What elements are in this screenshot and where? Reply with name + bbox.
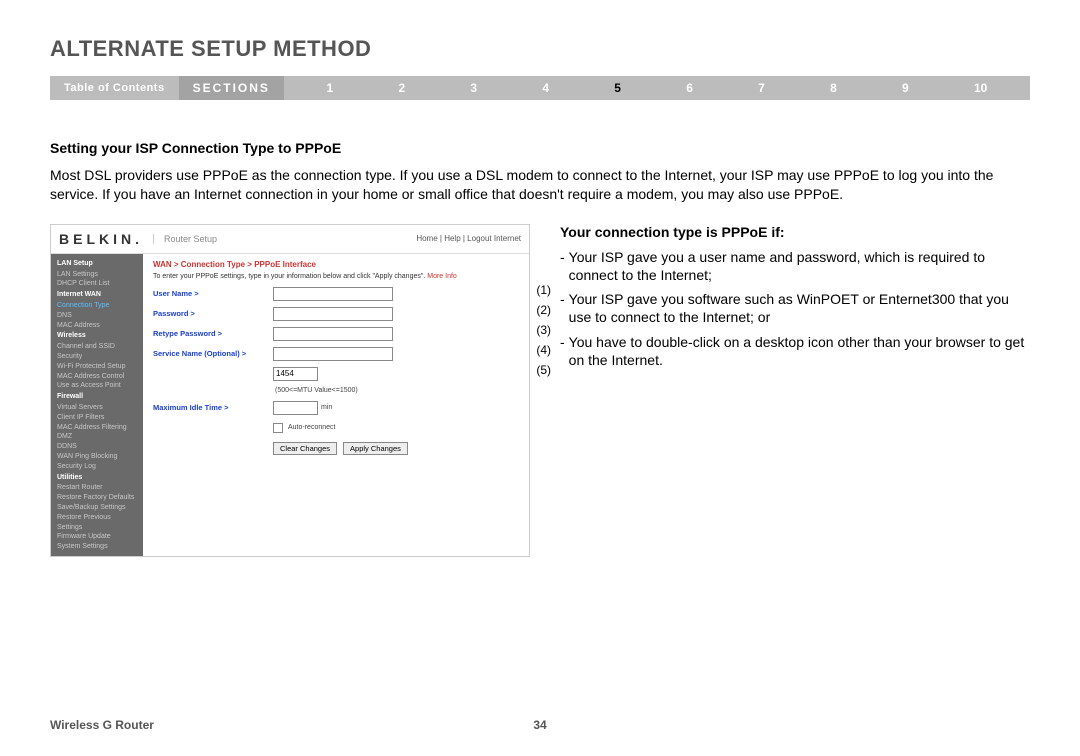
callout: (1) [536, 282, 551, 298]
sidebar-item[interactable]: WAN Ping Blocking [51, 452, 143, 462]
retype-password-label: Retype Password > [153, 329, 273, 338]
auto-reconnect-label: Auto-reconnect [288, 424, 335, 431]
nav-num-7[interactable]: 7 [758, 81, 765, 95]
idle-time-label: Maximum Idle Time > [153, 403, 273, 412]
right-heading: Your connection type is PPPoE if: [560, 224, 1030, 240]
sidebar-item[interactable]: Save/Backup Settings [51, 503, 143, 513]
mtu-note: (500<=MTU Value<=1500) [275, 387, 358, 394]
nav-numbers: 1 2 3 4 5 6 7 8 9 10 [284, 81, 1030, 95]
service-name-label: Service Name (Optional) > [153, 349, 273, 358]
mtu-input[interactable] [273, 367, 318, 381]
sidebar-item[interactable]: MAC Address Control [51, 372, 143, 382]
page-number: 34 [533, 718, 546, 732]
belkin-logo: BELKIN. [59, 231, 143, 247]
nav-num-5[interactable]: 5 [614, 81, 621, 95]
list-item: Your ISP gave you software such as WinPO… [569, 290, 1030, 326]
nav-num-1[interactable]: 1 [327, 81, 334, 95]
service-name-input[interactable] [273, 347, 393, 361]
instructions: To enter your PPPoE settings, type in yo… [153, 273, 519, 280]
username-input[interactable] [273, 287, 393, 301]
password-input[interactable] [273, 307, 393, 321]
sidebar-item[interactable]: Connection Type [51, 301, 143, 311]
sidebar-item[interactable]: Firewall [51, 391, 143, 403]
section-nav: Table of Contents SECTIONS 1 2 3 4 5 6 7 8 9 10 [50, 76, 1030, 100]
sidebar-item[interactable]: DDNS [51, 442, 143, 452]
callout: (2) [536, 302, 551, 318]
main-panel: WAN > Connection Type > PPPoE Interface … [143, 254, 529, 556]
more-info-link[interactable]: More Info [427, 273, 457, 280]
header-links[interactable]: Home | Help | Logout Internet [416, 234, 521, 243]
sidebar-item[interactable]: Security [51, 352, 143, 362]
sidebar-item[interactable]: MAC Address [51, 321, 143, 331]
callout: (4) [536, 342, 551, 358]
password-label: Password > [153, 309, 273, 318]
sidebar-item[interactable]: DNS [51, 311, 143, 321]
footer-product: Wireless G Router [50, 718, 154, 732]
footer: Wireless G Router 34 [50, 718, 1030, 732]
nav-num-3[interactable]: 3 [470, 81, 477, 95]
sidebar-item[interactable]: Restart Router [51, 483, 143, 493]
sidebar-item[interactable]: Internet WAN [51, 289, 143, 301]
sidebar-item[interactable]: Wi-Fi Protected Setup [51, 362, 143, 372]
sidebar-item[interactable]: Utilities [51, 472, 143, 484]
sidebar-item[interactable]: DMZ [51, 432, 143, 442]
sidebar-item[interactable]: Firmware Update [51, 532, 143, 542]
sidebar-item[interactable]: Virtual Servers [51, 403, 143, 413]
page-title: ALTERNATE SETUP METHOD [50, 36, 1030, 62]
sidebar-item[interactable]: Restore Previous Settings [51, 513, 143, 533]
router-screenshot: BELKIN. Router Setup Home | Help | Logou… [50, 224, 530, 557]
callout: (5) [536, 362, 551, 378]
sidebar-item[interactable]: Channel and SSID [51, 342, 143, 352]
nav-num-9[interactable]: 9 [902, 81, 909, 95]
nav-num-4[interactable]: 4 [542, 81, 549, 95]
sidebar-item[interactable]: LAN Setup [51, 258, 143, 270]
nav-num-10[interactable]: 10 [974, 81, 987, 95]
sidebar-item[interactable]: System Settings [51, 542, 143, 552]
idle-unit: min [321, 404, 332, 411]
nav-num-2[interactable]: 2 [398, 81, 405, 95]
callout: (3) [536, 322, 551, 338]
logo-subtitle: Router Setup [153, 234, 217, 244]
sidebar-item[interactable]: MAC Address Filtering [51, 423, 143, 433]
pppoe-conditions-list: Your ISP gave you a user name and passwo… [560, 248, 1030, 369]
username-label: User Name > [153, 289, 273, 298]
apply-changes-button[interactable]: Apply Changes [343, 442, 408, 455]
sidebar-item[interactable]: LAN Settings [51, 270, 143, 280]
nav-toc[interactable]: Table of Contents [50, 82, 179, 94]
sidebar-item[interactable]: Use as Access Point [51, 381, 143, 391]
callout-numbers: (1) (2) (3) (4) (5) [536, 282, 551, 378]
breadcrumb: WAN > Connection Type > PPPoE Interface [153, 260, 519, 269]
retype-password-input[interactable] [273, 327, 393, 341]
sidebar-item[interactable]: DHCP Client List [51, 279, 143, 289]
body-text: Most DSL providers use PPPoE as the conn… [50, 166, 1030, 204]
clear-changes-button[interactable]: Clear Changes [273, 442, 337, 455]
nav-num-6[interactable]: 6 [686, 81, 693, 95]
auto-reconnect-checkbox[interactable] [273, 423, 283, 433]
sidebar-item[interactable]: Wireless [51, 330, 143, 342]
subheading: Setting your ISP Connection Type to PPPo… [50, 140, 1030, 156]
sidebar-item[interactable]: Restore Factory Defaults [51, 493, 143, 503]
sidebar: LAN SetupLAN SettingsDHCP Client ListInt… [51, 254, 143, 556]
nav-num-8[interactable]: 8 [830, 81, 837, 95]
right-column: Your connection type is PPPoE if: Your I… [560, 224, 1030, 375]
nav-sections-label: SECTIONS [179, 76, 284, 100]
sidebar-item[interactable]: Security Log [51, 462, 143, 472]
list-item: You have to double-click on a desktop ic… [569, 333, 1030, 369]
list-item: Your ISP gave you a user name and passwo… [569, 248, 1030, 284]
idle-time-input[interactable] [273, 401, 318, 415]
sidebar-item[interactable]: Client IP Filters [51, 413, 143, 423]
